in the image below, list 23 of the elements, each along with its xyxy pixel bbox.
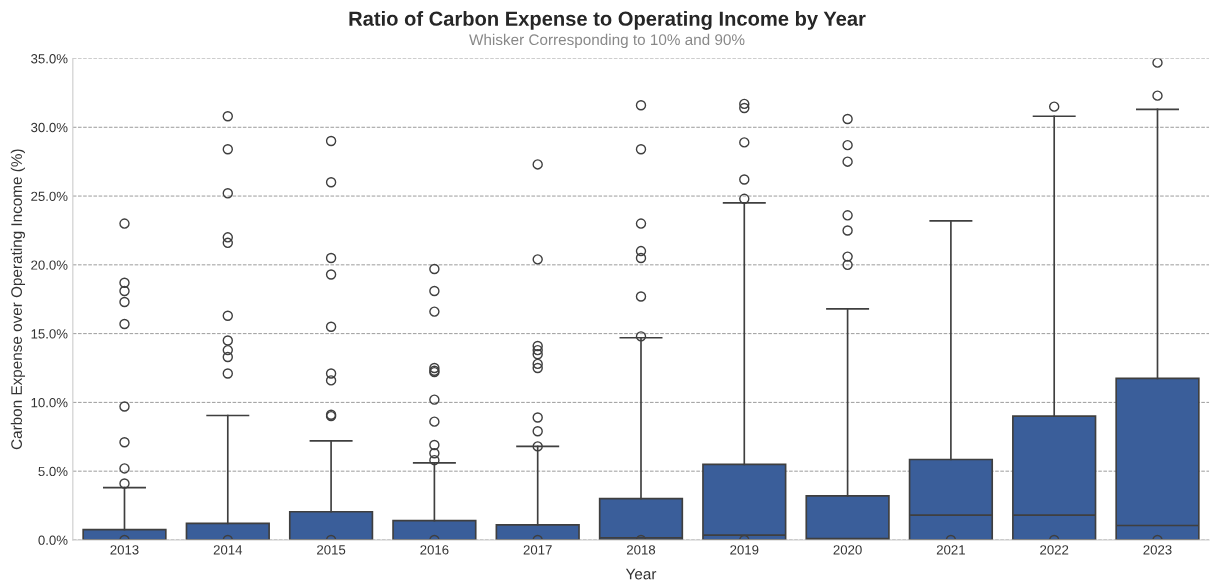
x-tick-label: 2020 [833,545,862,555]
x-tick-label: 2021 [936,545,965,555]
x-tick-label: 2017 [523,545,552,555]
y-tick-label: 35.0% [31,54,68,64]
y-tick-label: 10.0% [31,397,68,408]
x-tick-label: 2013 [110,545,139,555]
x-axis-title: Year [625,568,657,580]
x-tick-label: 2022 [1040,545,1069,555]
y-tick-label: 0.0% [38,535,68,545]
y-tick-label: 30.0% [31,122,68,133]
y-tick-label: 15.0% [31,329,68,339]
x-tick-label: 2016 [420,545,449,555]
x-tick-label: 2023 [1143,545,1172,555]
chart-subtitle: Whisker Corresponding to 10% and 90% [469,33,745,49]
x-tick-label: 2018 [626,545,656,555]
y-axis-title: Carbon Expense over Operating Income (%) [10,149,26,450]
x-tick-label: 2019 [730,545,759,555]
x-tick-label: 2015 [317,545,346,555]
y-tick-label: 25.0% [31,191,68,201]
y-tick-label: 5.0% [38,466,68,477]
y-tick-label: 20.0% [31,260,68,270]
x-tick-label: 2014 [213,545,243,555]
chart-title: Ratio of Carbon Expense to Operating Income by Year [349,11,866,30]
